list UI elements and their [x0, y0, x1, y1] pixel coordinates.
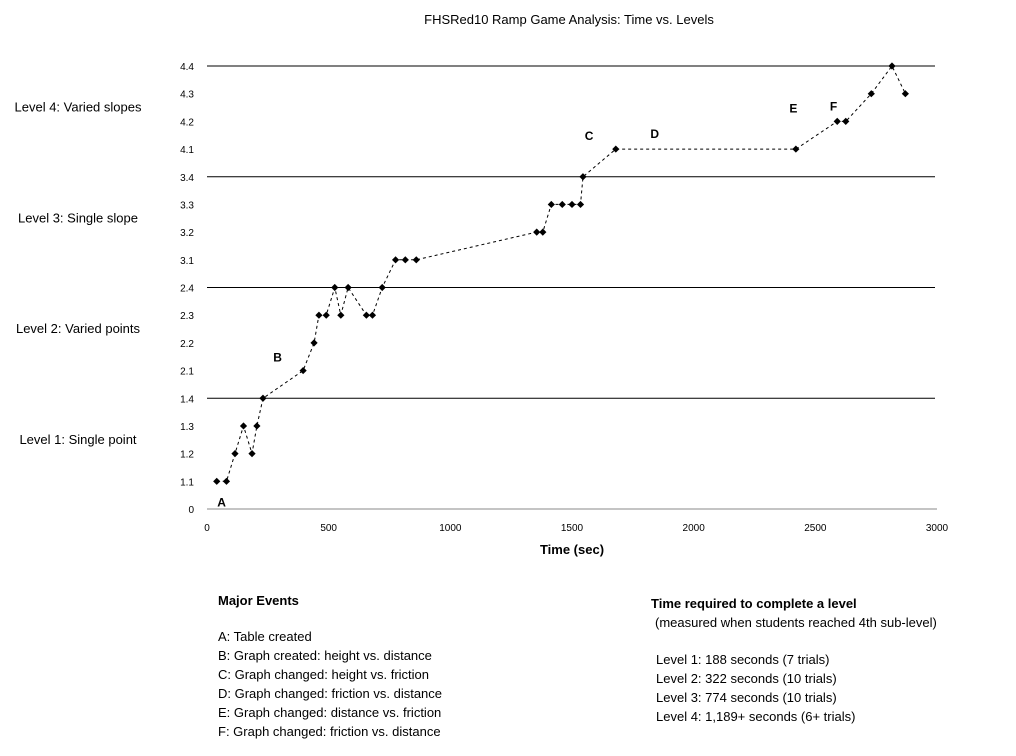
- data-point-marker: [391, 256, 400, 264]
- series-line: [216, 65, 906, 482]
- level-times-panel: Time required to complete a level (measu…: [651, 594, 937, 726]
- event-annotation-b: B: [273, 351, 282, 365]
- x-tick-label: 2000: [683, 523, 706, 534]
- x-tick-label: 1000: [439, 523, 462, 534]
- major-events-heading: Major Events: [218, 593, 299, 608]
- level-times-heading: Time required to complete a level: [651, 596, 857, 611]
- y-tick-label: 4.1: [180, 145, 194, 156]
- data-point-marker: [412, 256, 420, 264]
- data-point-marker: [368, 311, 377, 319]
- event-item-e: E: Graph changed: distance vs. friction: [218, 705, 442, 720]
- level-label: Level 2: Varied points: [16, 321, 141, 336]
- level-label: Level 4: Varied slopes: [15, 100, 142, 115]
- data-point-marker: [362, 311, 370, 319]
- data-point-marker: [331, 283, 339, 292]
- x-tick-label: 2500: [804, 523, 827, 534]
- event-annotation-f: F: [830, 99, 837, 113]
- data-point-marker: [579, 173, 587, 181]
- y-tick-label: 3.1: [180, 256, 194, 267]
- data-point-marker: [568, 200, 576, 209]
- event-annotation-c: C: [585, 129, 594, 143]
- event-annotation-d: D: [650, 127, 659, 141]
- data-point-marker: [322, 311, 330, 319]
- y-tick-label: 3.2: [180, 228, 194, 239]
- event-annotation-e: E: [789, 101, 797, 115]
- data-point-marker: [888, 62, 896, 70]
- y-tick-label: 2.1: [180, 367, 194, 378]
- data-point-marker: [833, 117, 841, 125]
- data-point-marker: [533, 228, 541, 236]
- x-tick-label: 3000: [926, 523, 949, 534]
- series-markers: [213, 62, 909, 485]
- x-tick-labels: 0 500 1000 1500 2000 2500 3000: [204, 523, 948, 534]
- data-point-marker: [344, 283, 352, 292]
- level-times-subheading: (measured when students reached 4th sub-…: [655, 615, 937, 630]
- y-tick-label: 1.2: [180, 450, 194, 461]
- event-annotations: A B C D E F: [217, 99, 837, 509]
- time-vs-levels-chart: FHSRed10 Ramp Game Analysis: Time vs. Le…: [15, 12, 949, 557]
- data-point-marker: [401, 256, 409, 264]
- y-tick-label: 2.2: [180, 339, 194, 350]
- level-time-4: Level 4: 1,189+ seconds (6+ trials): [656, 709, 856, 724]
- event-item-d: D: Graph changed: friction vs. distance: [218, 686, 443, 701]
- x-tick-label: 0: [204, 523, 210, 534]
- y-tick-label: 4.3: [180, 90, 194, 101]
- data-point-marker: [378, 283, 386, 292]
- data-point-marker: [842, 117, 850, 125]
- level-time-1: Level 1: 188 seconds (7 trials): [656, 652, 830, 667]
- data-point-marker: [867, 90, 875, 98]
- level-boundary-lines: [207, 65, 935, 399]
- event-annotation-a: A: [217, 495, 226, 509]
- data-point-marker: [231, 450, 239, 458]
- data-point-marker: [248, 450, 256, 458]
- data-point-marker: [901, 90, 909, 98]
- level-time-3: Level 3: 774 seconds (10 trials): [656, 690, 837, 705]
- event-item-a: A: Table created: [218, 629, 312, 644]
- y-tick-label: 4.4: [180, 62, 194, 73]
- y-tick-label: 4.2: [180, 117, 194, 128]
- event-item-f: F: Graph changed: friction vs. distance: [218, 724, 441, 739]
- x-tick-label: 500: [320, 523, 337, 534]
- data-point-marker: [239, 422, 248, 430]
- level-label: Level 3: Single slope: [18, 210, 138, 225]
- level-label: Level 1: Single point: [19, 432, 136, 447]
- data-point-marker: [310, 339, 318, 347]
- data-point-marker: [792, 145, 800, 153]
- y-tick-label: 0: [188, 505, 194, 516]
- major-events-panel: Major Events A: Table created B: Graph c…: [218, 591, 442, 741]
- x-axis-title: Time (sec): [540, 542, 604, 557]
- y-tick-label: 1.3: [180, 422, 194, 433]
- data-point-marker: [539, 228, 547, 236]
- data-point-marker: [337, 311, 345, 319]
- y-tick-label: 2.3: [180, 311, 194, 322]
- event-item-b: B: Graph created: height vs. distance: [218, 648, 432, 663]
- y-tick-labels: 0 1.1 1.2 1.3 1.4 2.1 2.2 2.3 2.4 3.1 3.2 3.3 3.4 4.1…: [180, 62, 194, 516]
- y-tick-label: 1.1: [180, 477, 194, 488]
- data-point-marker: [299, 366, 307, 375]
- level-labels: Level 4: Varied slopes Level 3: Single sl…: [15, 100, 142, 447]
- x-tick-label: 1500: [561, 523, 584, 534]
- y-tick-label: 1.4: [180, 394, 194, 405]
- data-point-marker: [253, 422, 261, 430]
- data-point-marker: [222, 477, 231, 485]
- data-point-marker: [213, 477, 221, 485]
- event-item-c: C: Graph changed: height vs. friction: [218, 667, 430, 682]
- y-tick-label: 2.4: [180, 284, 194, 295]
- data-point-marker: [547, 200, 555, 209]
- data-point-marker: [558, 200, 566, 209]
- data-point-marker: [315, 311, 323, 319]
- level-time-2: Level 2: 322 seconds (10 trials): [656, 671, 837, 686]
- chart-title: FHSRed10 Ramp Game Analysis: Time vs. Le…: [424, 12, 714, 27]
- data-point-marker: [259, 394, 267, 402]
- data-point-marker: [576, 200, 585, 209]
- y-tick-label: 3.3: [180, 200, 194, 211]
- data-point-marker: [612, 145, 620, 153]
- y-tick-label: 3.4: [180, 173, 194, 184]
